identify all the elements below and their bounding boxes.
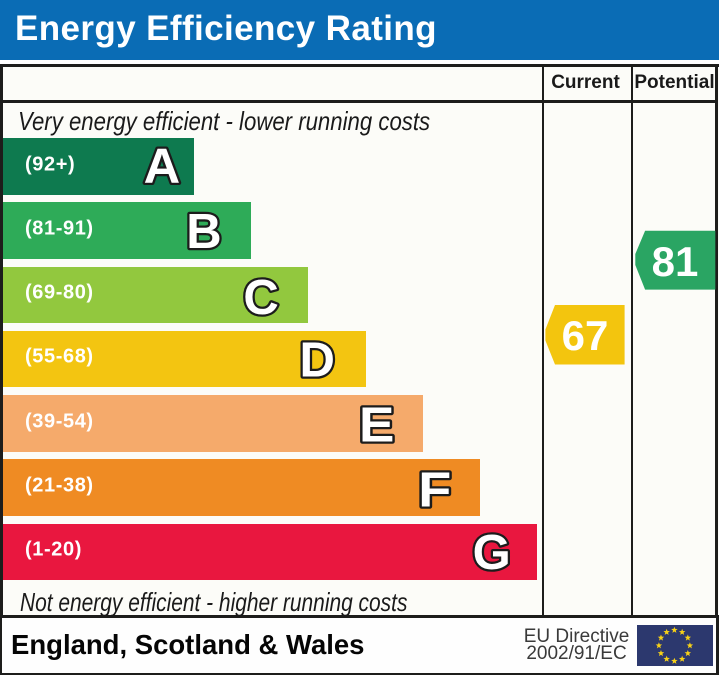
svg-text:G: G <box>473 526 511 580</box>
svg-text:A: A <box>144 140 181 194</box>
svg-text:D: D <box>300 334 335 388</box>
svg-text:C: C <box>243 271 278 325</box>
svg-text:E: E <box>359 399 394 453</box>
svg-text:F: F <box>418 463 451 517</box>
svg-text:67: 67 <box>562 312 609 359</box>
svg-text:B: B <box>186 205 221 259</box>
svg-text:81: 81 <box>652 238 699 285</box>
